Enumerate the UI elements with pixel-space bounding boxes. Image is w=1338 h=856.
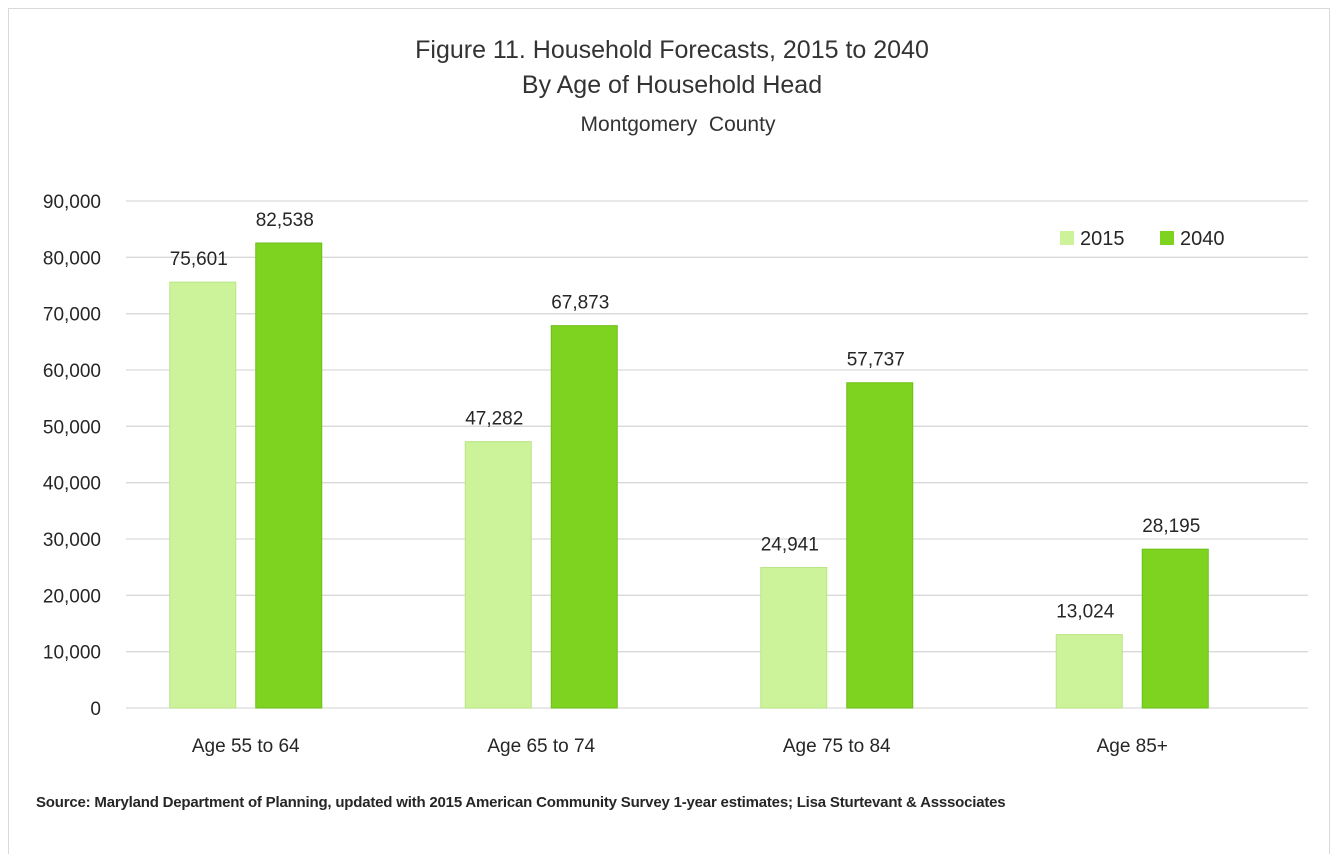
legend-label-2040: 2040	[1180, 228, 1225, 250]
data-labels: 75,601 82,538 47,282 67,873 24,941 57,737 13,0…	[170, 210, 1201, 623]
y-tick-label: 50,000	[43, 417, 101, 438]
bar-2015-2	[464, 441, 532, 709]
data-label: 57,737	[847, 350, 905, 371]
source-note: Source: Maryland Department of Planning,…	[36, 794, 1006, 811]
y-axis-ticks: 0 10,000 20,000 30,000 40,000 50,000 60,000 70,…	[43, 192, 101, 720]
chart-subtitle-county: Montgomery County	[581, 113, 776, 136]
bar-2040-4	[1141, 548, 1209, 709]
bars	[169, 242, 1209, 709]
y-tick-label: 30,000	[43, 530, 101, 551]
data-label: 13,024	[1056, 602, 1115, 623]
y-tick-label: 60,000	[43, 361, 101, 382]
x-tick-label: Age 75 to 84	[783, 736, 891, 757]
y-tick-label: 70,000	[43, 305, 101, 326]
bar-2040-3	[846, 382, 914, 709]
y-tick-label: 90,000	[43, 192, 101, 213]
data-label: 67,873	[551, 293, 609, 314]
y-tick-label: 20,000	[43, 586, 101, 607]
bar-2015-3	[760, 566, 828, 709]
y-tick-label: 0	[90, 699, 101, 720]
legend-swatch-2015	[1060, 231, 1074, 245]
y-tick-label: 10,000	[43, 643, 101, 664]
y-tick-label: 80,000	[43, 248, 101, 269]
data-label: 28,195	[1142, 516, 1200, 537]
x-tick-label: Age 65 to 74	[487, 736, 595, 757]
data-label: 24,941	[761, 534, 819, 555]
chart-title: Figure 11. Household Forecasts, 2015 to …	[415, 36, 929, 64]
x-tick-label: Age 55 to 64	[192, 736, 300, 757]
data-label: 47,282	[465, 409, 523, 430]
chart-frame	[8, 8, 1330, 854]
bar-2040-1	[255, 242, 323, 709]
legend-label-2015: 2015	[1080, 228, 1125, 250]
bar-2040-2	[550, 325, 618, 709]
bar-2015-1	[169, 281, 237, 709]
gridlines	[126, 200, 1308, 709]
data-label: 82,538	[256, 210, 314, 231]
bar-2015-4	[1055, 634, 1123, 709]
y-tick-label: 40,000	[43, 474, 101, 495]
legend: 2015 2040	[1060, 228, 1225, 250]
x-tick-label: Age 85+	[1097, 736, 1168, 757]
data-label: 75,601	[170, 249, 228, 270]
legend-swatch-2040	[1160, 231, 1174, 245]
x-axis-ticks: Age 55 to 64 Age 65 to 74 Age 75 to 84 Age …	[192, 736, 1168, 757]
chart-subtitle: By Age of Household Head	[522, 71, 822, 99]
